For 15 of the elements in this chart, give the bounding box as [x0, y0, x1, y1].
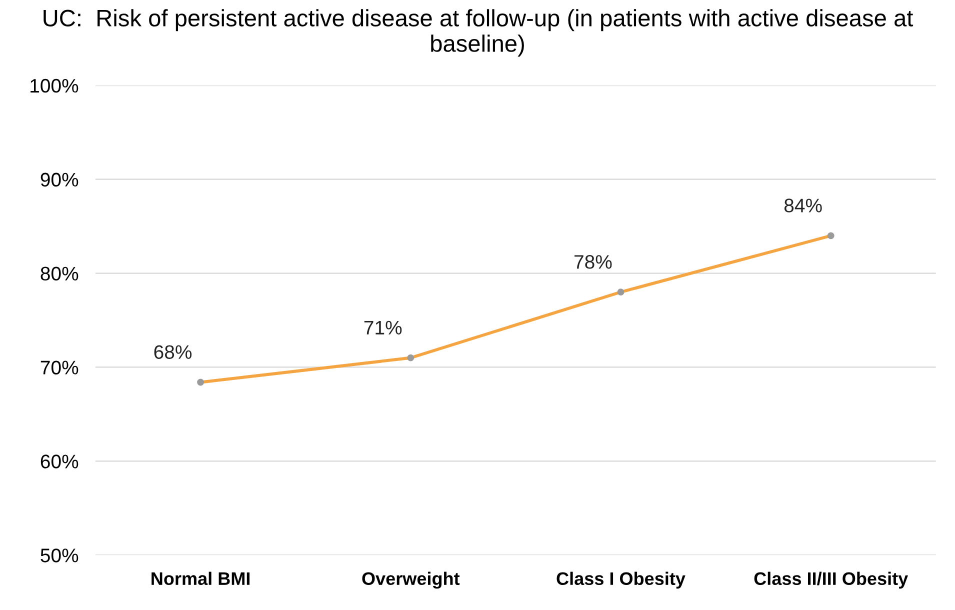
data-label: 84% — [784, 198, 822, 212]
x-tick-label: Normal BMI — [152, 572, 250, 586]
y-tick-label: 100% — [30, 78, 78, 93]
data-label: 78% — [574, 255, 612, 269]
y-tick-label: 50% — [40, 548, 78, 562]
data-label: 68% — [154, 345, 192, 359]
x-tick-label: Class II/III Obesity — [754, 572, 908, 589]
y-tick-label: 80% — [40, 266, 78, 281]
chart-title: UC: Risk of persistent active disease at follow-up (in patients with active disease at baseline) — [44, 9, 914, 57]
y-tick-label: 70% — [40, 360, 78, 374]
x-tick-label: Class I Obesity — [556, 572, 686, 589]
x-tick-label: Overweight — [362, 572, 460, 589]
y-tick-label: 90% — [40, 172, 78, 187]
y-tick-label: 60% — [40, 454, 78, 468]
data-label: 71% — [364, 320, 402, 334]
